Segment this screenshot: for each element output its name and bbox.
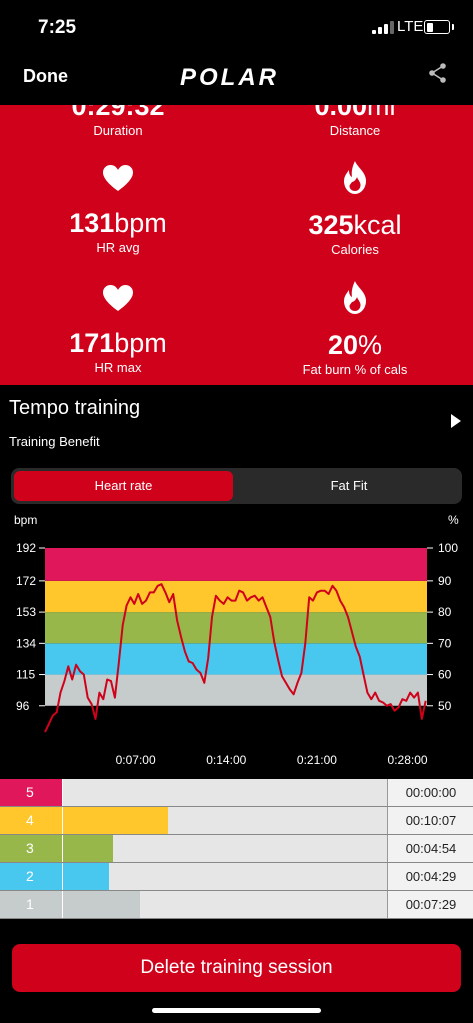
fat-burn-label: Fat burn % of cals [302, 362, 408, 377]
y-tick-right: 50 [438, 699, 452, 713]
zone-number: 4 [26, 812, 34, 828]
fat-burn-unit: % [358, 330, 383, 360]
y-tick-left: 153 [16, 605, 36, 619]
y-tick-left: 192 [16, 541, 36, 555]
calories-unit: kcal [353, 210, 402, 240]
zone-bar-1 [0, 891, 141, 918]
battery-icon [424, 20, 454, 34]
share-icon[interactable] [427, 62, 449, 84]
zone-band-5 [45, 548, 427, 581]
heart-icon [103, 165, 133, 191]
x-tick-label: 0:28:00 [388, 753, 428, 767]
x-tick-label: 0:21:00 [297, 753, 337, 767]
flame-icon [344, 161, 366, 194]
training-title: Tempo training [9, 397, 141, 419]
distance-value: 0.00 [314, 105, 368, 121]
x-tick-label: 0:14:00 [206, 753, 246, 767]
heart-rate-line [44, 583, 427, 733]
zone-list: 5 00:00:00 4 00:10:07 3 00:04:54 2 00:04:29 1 00:… [0, 779, 473, 919]
summary-panel: 0:29:32 Duration 0.00mi Distance 131bpm … [0, 105, 473, 385]
zone-time: 00:07:29 [387, 891, 473, 918]
hr-max-value: 171 [69, 328, 115, 358]
calories-value: 325 [308, 210, 354, 240]
y-tick-right: 100 [438, 541, 458, 555]
hr-max-stat: 171bpm HR max [0, 285, 236, 375]
duration-value: 0:29:32 [71, 105, 165, 121]
status-bar: 7:25 LTE [0, 0, 473, 50]
heart-icon [103, 285, 133, 311]
y-tick-left: 115 [16, 668, 35, 682]
y-tick-left: 172 [16, 574, 36, 588]
zone-row-5: 5 00:00:00 [0, 779, 473, 807]
zone-band-3 [45, 612, 427, 644]
fat-burn-stat: 20% Fat burn % of cals [237, 281, 473, 377]
zone-band-2 [45, 643, 427, 675]
home-indicator [152, 1008, 321, 1013]
zone-bar-2 [0, 863, 109, 890]
zone-number: 2 [26, 868, 34, 884]
y-tick-right: 70 [438, 636, 452, 650]
right-axis-unit: % [448, 513, 459, 527]
distance-stat: 0.00mi Distance [237, 105, 473, 138]
zone-time: 00:04:54 [387, 835, 473, 862]
distance-unit: mi [367, 105, 396, 121]
y-tick-right: 90 [438, 574, 452, 588]
hr-max-label: HR max [94, 360, 142, 375]
zone-bar-5 [0, 779, 62, 806]
calories-stat: 325kcal Calories [237, 161, 473, 257]
zone-number: 1 [26, 896, 34, 912]
polar-logo: POLAR [180, 64, 279, 91]
zone-row-2: 2 00:04:29 [0, 863, 473, 891]
heart-rate-chart: bpm % 192 100 172 90 153 80 134 70 115 60 96 50 0:0… [14, 513, 459, 767]
x-tick-label: 0:07:00 [116, 753, 156, 767]
fat-burn-value: 20 [327, 330, 359, 360]
zone-number: 3 [26, 840, 34, 856]
y-tick-left: 96 [16, 699, 30, 713]
zone-time: 00:04:29 [387, 863, 473, 890]
y-tick-left: 134 [16, 636, 36, 650]
distance-label: Distance [329, 123, 381, 138]
tab-fat-fit[interactable]: Fat Fit [330, 478, 368, 493]
flame-icon [344, 281, 366, 314]
y-tick-right: 80 [438, 605, 452, 619]
nav-bar: Done POLAR [0, 50, 473, 105]
tab-heart-rate[interactable]: Heart rate [14, 471, 233, 501]
zone-time: 00:10:07 [387, 807, 473, 834]
status-time: 7:25 [38, 17, 77, 38]
zone-band-1 [45, 674, 427, 706]
calories-label: Calories [331, 242, 379, 257]
signal-icon [372, 20, 394, 34]
y-tick-right: 60 [438, 668, 452, 682]
zone-bar-4 [0, 807, 168, 834]
zone-bar-3 [0, 835, 114, 862]
hr-max-unit: bpm [114, 328, 167, 358]
done-button[interactable]: Done [23, 66, 68, 86]
chart-tabs: Heart rate Fat Fit [11, 468, 462, 504]
hr-avg-value: 131 [69, 208, 115, 238]
zone-row-1: 1 00:07:29 [0, 891, 473, 919]
duration-stat: 0:29:32 Duration [0, 105, 236, 138]
hr-avg-stat: 131bpm HR avg [0, 165, 236, 255]
network-type: LTE [397, 18, 424, 35]
hr-avg-label: HR avg [96, 240, 140, 255]
delete-session-button[interactable]: Delete training session [12, 944, 461, 992]
zone-row-4: 4 00:10:07 [0, 807, 473, 835]
zone-row-3: 3 00:04:54 [0, 835, 473, 863]
zone-number: 5 [26, 784, 34, 800]
zone-divider [62, 835, 63, 862]
duration-label: Duration [93, 123, 143, 138]
zone-divider [62, 779, 63, 806]
left-axis-unit: bpm [14, 513, 37, 527]
zone-time: 00:00:00 [387, 779, 473, 806]
zone-divider [62, 891, 63, 918]
play-icon[interactable] [451, 414, 461, 428]
zone-divider [62, 863, 63, 890]
training-subtitle: Training Benefit [9, 434, 100, 449]
zone-divider [62, 807, 63, 834]
hr-avg-unit: bpm [114, 208, 167, 238]
